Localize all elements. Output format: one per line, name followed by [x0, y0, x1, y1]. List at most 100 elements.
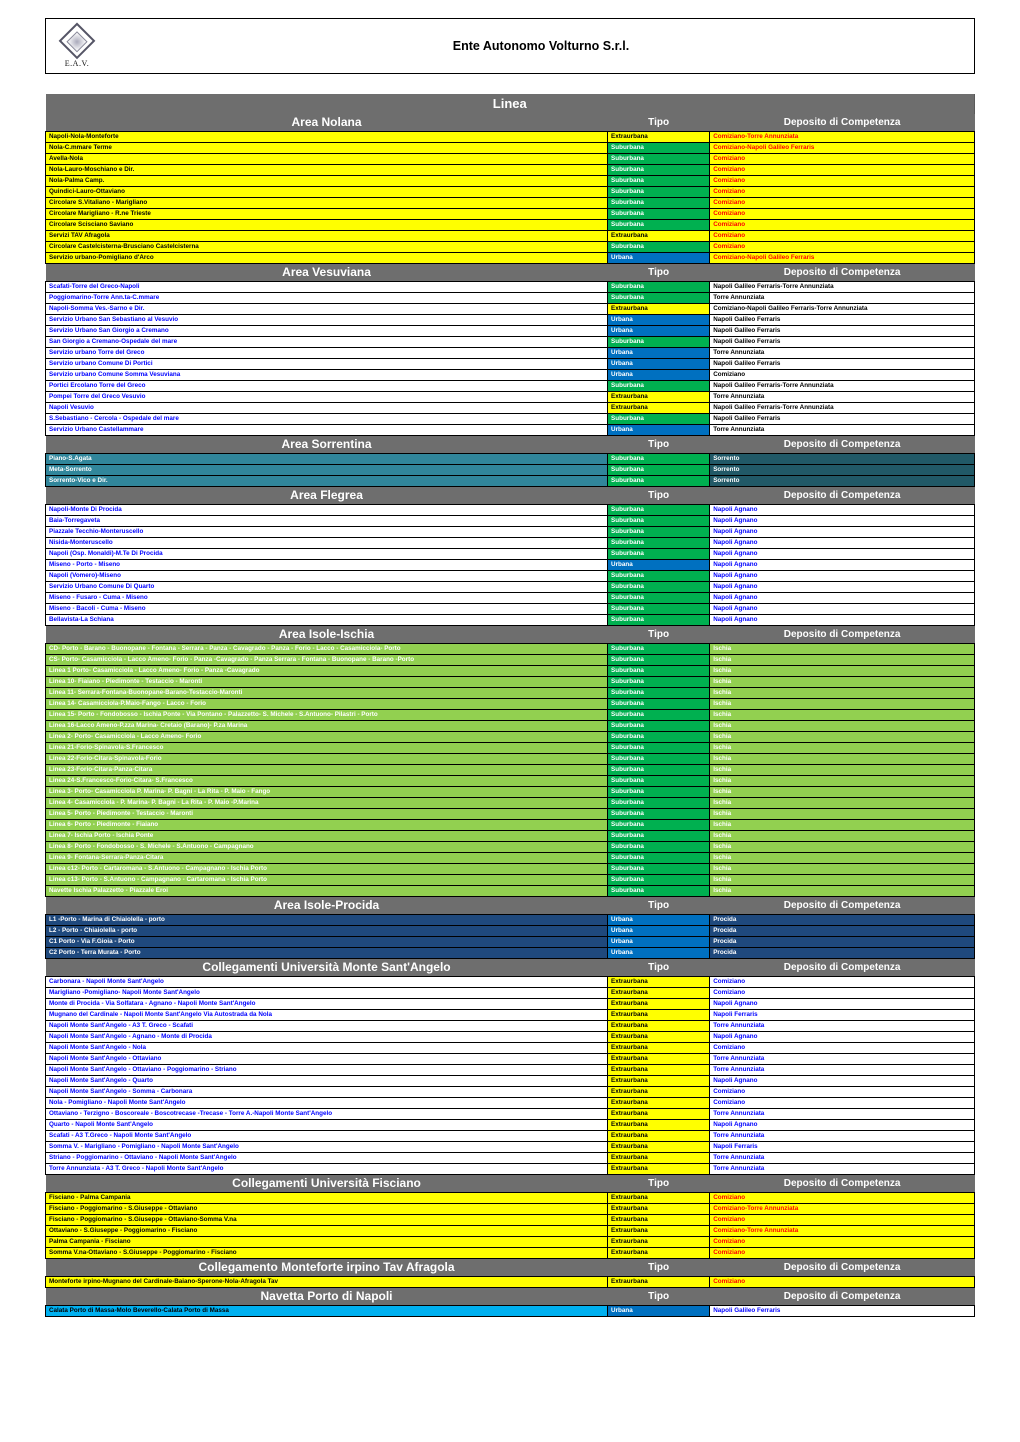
- tipo-cell: Extraurbana: [608, 1131, 710, 1142]
- table-row: Linea 7- Ischia Porto - Ischia PonteSubu…: [46, 831, 975, 842]
- deposito-cell: Ischia: [710, 710, 975, 721]
- deposito-cell: Ischia: [710, 688, 975, 699]
- linea-cell: Linea 7- Ischia Porto - Ischia Ponte: [46, 831, 608, 842]
- linea-cell: CS- Porto- Casamicciola - Lacco Ameno- F…: [46, 655, 608, 666]
- table-row: Piazzale Tecchio-MonteruscelloSuburbanaN…: [46, 527, 975, 538]
- table-row: Piano-S.AgataSuburbanaSorrento: [46, 454, 975, 465]
- linea-cell: Pompei Torre del Greco Vesuvio: [46, 392, 608, 403]
- table-row: San Giorgio a Cremano-Ospedale del mareS…: [46, 337, 975, 348]
- tipo-cell: Extraurbana: [608, 1204, 710, 1215]
- logo: E.A.V.: [46, 18, 108, 74]
- linea-cell: Linea 14- Casamicciola-P.Maio-Fango - La…: [46, 699, 608, 710]
- tipo-cell: Extraurbana: [608, 988, 710, 999]
- section-title: Area Nolana: [46, 114, 608, 132]
- tipo-cell: Extraurbana: [608, 1109, 710, 1120]
- deposito-cell: Comiziano: [710, 1248, 975, 1259]
- deposito-cell: Ischia: [710, 886, 975, 897]
- table-row: Nisida-MonteruscelloSuburbanaNapoli Agna…: [46, 538, 975, 549]
- linea-cell: Fisciano - Palma Campania: [46, 1193, 608, 1204]
- linea-cell: Torre Annunziata - A3 T. Greco - Napoli …: [46, 1164, 608, 1175]
- deposito-cell: Napoli Galileo Ferraris-Torre Annunziata: [710, 381, 975, 392]
- linea-cell: C2 Porto - Terra Murata - Porto: [46, 948, 608, 959]
- deposito-cell: Ischia: [710, 655, 975, 666]
- linea-cell: Carbonara - Napoli Monte Sant'Angelo: [46, 977, 608, 988]
- tipo-cell: Suburbana: [608, 593, 710, 604]
- tipo-cell: Suburbana: [608, 853, 710, 864]
- table-row: Scafati-Torre del Greco-NapoliSuburbanaN…: [46, 282, 975, 293]
- deposito-cell: Torre Annunziata: [710, 1153, 975, 1164]
- section-header: Area Isole-IschiaTipoDeposito di Compete…: [46, 626, 975, 644]
- section-tipo-header: Tipo: [608, 1259, 710, 1277]
- tipo-cell: Extraurbana: [608, 1153, 710, 1164]
- deposito-cell: Comiziano-Napoli Galileo Ferraris: [710, 143, 975, 154]
- table-row: Napoli Monte Sant'Angelo - Ottaviano - P…: [46, 1065, 975, 1076]
- table-row: Miseno - Fusaro - Cuma - MisenoSuburbana…: [46, 593, 975, 604]
- deposito-cell: Napoli Agnano: [710, 538, 975, 549]
- linea-cell: Linea 4- Casamicciola - P. Marina- P. Ba…: [46, 798, 608, 809]
- tipo-cell: Urbana: [608, 425, 710, 436]
- table-row: Bellavista-La SchianaSuburbanaNapoli Agn…: [46, 615, 975, 626]
- table-row: Linea 16-Lacco Ameno-P.zza Marina- Creta…: [46, 721, 975, 732]
- linea-cell: Linea 3- Porto- Casamicciola P. Marina- …: [46, 787, 608, 798]
- table-row: Poggiomarino-Torre Ann.ta-C.mmareSuburba…: [46, 293, 975, 304]
- tipo-cell: Suburbana: [608, 820, 710, 831]
- tipo-cell: Urbana: [608, 915, 710, 926]
- table-row: Fisciano - Poggiomarino - S.Giuseppe - O…: [46, 1204, 975, 1215]
- tipo-cell: Suburbana: [608, 337, 710, 348]
- table-row: CS- Porto- Casamicciola - Lacco Ameno- F…: [46, 655, 975, 666]
- linea-cell: Striano - Poggiomarino - Ottaviano - Nap…: [46, 1153, 608, 1164]
- section-tipo-header: Tipo: [608, 959, 710, 977]
- deposito-cell: Sorrento: [710, 465, 975, 476]
- section-tipo-header: Tipo: [608, 1288, 710, 1306]
- linea-cell: Napoli Monte Sant'Angelo - Somma - Carbo…: [46, 1087, 608, 1098]
- linea-cell: Linea 22-Forio-Citara-Spinavola-Forio: [46, 754, 608, 765]
- linea-cell: Baia-Torregaveta: [46, 516, 608, 527]
- deposito-cell: Ischia: [710, 776, 975, 787]
- tipo-cell: Suburbana: [608, 198, 710, 209]
- table-row: Circolare Castelcisterna-Brusciano Caste…: [46, 242, 975, 253]
- tipo-cell: Extraurbana: [608, 132, 710, 143]
- section-header: Collegamenti Università Monte Sant'Angel…: [46, 959, 975, 977]
- deposito-cell: Napoli Agnano: [710, 560, 975, 571]
- deposito-cell: Torre Annunziata: [710, 1131, 975, 1142]
- table-row: Nola - Pomigliano - Napoli Monte Sant'An…: [46, 1098, 975, 1109]
- linea-cell: Linea 10- Fiaiano - Piedimonte - Testacc…: [46, 677, 608, 688]
- deposito-cell: Torre Annunziata: [710, 293, 975, 304]
- linea-cell: Scafati-Torre del Greco-Napoli: [46, 282, 608, 293]
- deposito-cell: Procida: [710, 937, 975, 948]
- tipo-cell: Extraurbana: [608, 1076, 710, 1087]
- tipo-cell: Suburbana: [608, 831, 710, 842]
- table-row: Napoli VesuvioExtraurbanaNapoli Galileo …: [46, 403, 975, 414]
- linea-cell: Piazzale Tecchio-Monteruscello: [46, 527, 608, 538]
- tipo-cell: Suburbana: [608, 798, 710, 809]
- deposito-cell: Comiziano: [710, 1277, 975, 1288]
- tipo-cell: Extraurbana: [608, 1215, 710, 1226]
- linea-banner-label: Linea: [46, 94, 975, 114]
- tipo-cell: Suburbana: [608, 615, 710, 626]
- tipo-cell: Suburbana: [608, 754, 710, 765]
- linea-cell: Linea 15- Porto - Fondobosso - Ischia Po…: [46, 710, 608, 721]
- document-title: Ente Autonomo Volturno S.r.l.: [108, 39, 974, 53]
- linea-cell: Napoli (Vomero)-Miseno: [46, 571, 608, 582]
- linea-cell: Linea c12- Porto - Cartaromana - S.Antuo…: [46, 864, 608, 875]
- deposito-cell: Comiziano-Torre Annunziata: [710, 132, 975, 143]
- deposito-cell: Napoli Agnano: [710, 582, 975, 593]
- tipo-cell: Extraurbana: [608, 1193, 710, 1204]
- tipo-cell: Suburbana: [608, 710, 710, 721]
- deposito-cell: Napoli Agnano: [710, 516, 975, 527]
- deposito-cell: Napoli Galileo Ferraris: [710, 359, 975, 370]
- linea-cell: Scafati - A3 T.Greco - Napoli Monte Sant…: [46, 1131, 608, 1142]
- lines-table: LineaArea NolanaTipoDeposito di Competen…: [45, 94, 975, 1317]
- table-row: C2 Porto - Terra Murata - PortoUrbanaPro…: [46, 948, 975, 959]
- deposito-cell: Comiziano: [710, 1215, 975, 1226]
- table-row: Miseno - Bacoli - Cuma - MisenoSuburbana…: [46, 604, 975, 615]
- tipo-cell: Extraurbana: [608, 304, 710, 315]
- tipo-cell: Extraurbana: [608, 1120, 710, 1131]
- linea-cell: Somma V.na-Ottaviano - S.Giuseppe - Pogg…: [46, 1248, 608, 1259]
- section-header: Collegamenti Università FiscianoTipoDepo…: [46, 1175, 975, 1193]
- section-dep-header: Deposito di Competenza: [710, 1259, 975, 1277]
- deposito-cell: Napoli Ferraris: [710, 1142, 975, 1153]
- linea-cell: Servizio Urbano San Sebastiano al Vesuvi…: [46, 315, 608, 326]
- linea-cell: Napoli-Somma Ves.-Sarno e Dir.: [46, 304, 608, 315]
- linea-cell: Circolare Scisciano Saviano: [46, 220, 608, 231]
